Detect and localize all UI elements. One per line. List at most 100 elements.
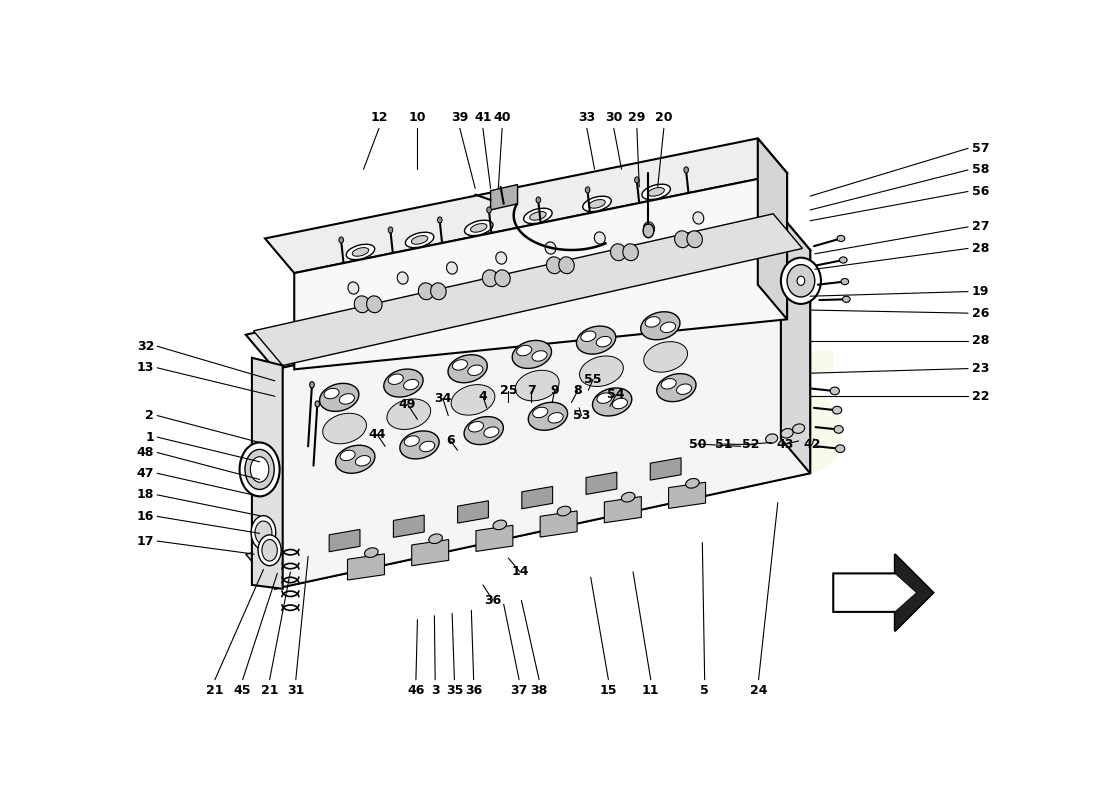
Ellipse shape [644,224,653,238]
Ellipse shape [529,211,546,220]
Text: 18585: 18585 [274,346,854,509]
Text: 38: 38 [530,684,548,697]
Polygon shape [476,526,513,551]
Ellipse shape [495,270,510,286]
Ellipse shape [469,422,484,432]
Ellipse shape [251,457,268,482]
Text: 27: 27 [972,220,989,234]
Ellipse shape [532,350,547,361]
Ellipse shape [324,388,339,398]
Text: 12: 12 [371,111,387,124]
Ellipse shape [524,208,552,223]
Text: 57: 57 [972,142,989,155]
Ellipse shape [310,382,315,388]
Ellipse shape [766,434,778,443]
Ellipse shape [559,257,574,274]
Ellipse shape [645,317,660,327]
Polygon shape [394,515,425,538]
Ellipse shape [576,326,616,354]
Polygon shape [521,486,552,509]
Ellipse shape [388,227,393,233]
Ellipse shape [404,436,419,446]
Ellipse shape [547,257,562,274]
Ellipse shape [322,414,366,444]
Ellipse shape [315,401,320,407]
Ellipse shape [515,370,559,401]
Ellipse shape [364,548,378,558]
Ellipse shape [642,184,670,199]
Ellipse shape [684,167,689,173]
Text: 31: 31 [287,684,305,697]
Ellipse shape [613,398,627,409]
Text: 7: 7 [527,385,536,398]
Ellipse shape [781,429,793,438]
Ellipse shape [648,187,664,196]
Ellipse shape [588,199,605,208]
Ellipse shape [464,417,504,445]
Ellipse shape [397,272,408,284]
Ellipse shape [464,220,493,235]
Polygon shape [245,438,810,589]
Text: 23: 23 [972,362,989,375]
Text: 34: 34 [434,392,451,405]
Ellipse shape [594,232,605,244]
Text: 48: 48 [136,446,154,459]
Text: 53: 53 [573,409,590,422]
Text: a1: a1 [518,415,594,470]
Ellipse shape [438,217,442,223]
Text: 46: 46 [407,684,425,697]
Ellipse shape [528,402,568,430]
Ellipse shape [251,516,276,550]
Ellipse shape [548,413,563,423]
Ellipse shape [536,197,541,203]
Ellipse shape [593,388,631,416]
Polygon shape [781,215,810,474]
Ellipse shape [340,450,355,461]
Ellipse shape [336,446,375,474]
Text: 50: 50 [689,438,706,450]
Ellipse shape [644,342,688,372]
Ellipse shape [842,278,849,285]
Ellipse shape [418,283,433,300]
Ellipse shape [411,235,428,244]
Polygon shape [604,497,641,522]
Ellipse shape [558,506,571,516]
Ellipse shape [404,379,419,390]
Ellipse shape [384,369,424,397]
Text: 24: 24 [750,684,768,697]
Text: 25: 25 [499,385,517,398]
Ellipse shape [484,427,499,438]
Ellipse shape [339,237,343,243]
Ellipse shape [486,207,492,213]
Text: 55: 55 [584,373,602,386]
Ellipse shape [623,244,638,261]
Polygon shape [540,511,578,537]
Text: 18: 18 [136,488,154,502]
Ellipse shape [352,248,368,256]
Text: 20: 20 [656,111,672,124]
Text: 41: 41 [474,111,492,124]
Text: 36: 36 [465,684,482,697]
Ellipse shape [483,270,498,286]
Text: 52: 52 [742,438,760,450]
Ellipse shape [834,426,844,434]
Ellipse shape [355,455,371,466]
Ellipse shape [496,252,507,264]
Text: 39: 39 [451,111,469,124]
Ellipse shape [597,393,612,403]
Ellipse shape [640,312,680,340]
Ellipse shape [451,385,495,415]
Ellipse shape [452,360,468,370]
Polygon shape [586,472,617,494]
Text: 47: 47 [136,467,154,480]
Text: 16: 16 [136,510,154,523]
Text: 6: 6 [447,434,455,447]
Polygon shape [834,554,933,631]
Ellipse shape [792,424,805,434]
Text: 58: 58 [972,163,989,177]
Ellipse shape [262,539,277,561]
Ellipse shape [399,431,439,459]
Ellipse shape [448,354,487,382]
Polygon shape [265,138,788,273]
Text: 32: 32 [136,340,154,353]
